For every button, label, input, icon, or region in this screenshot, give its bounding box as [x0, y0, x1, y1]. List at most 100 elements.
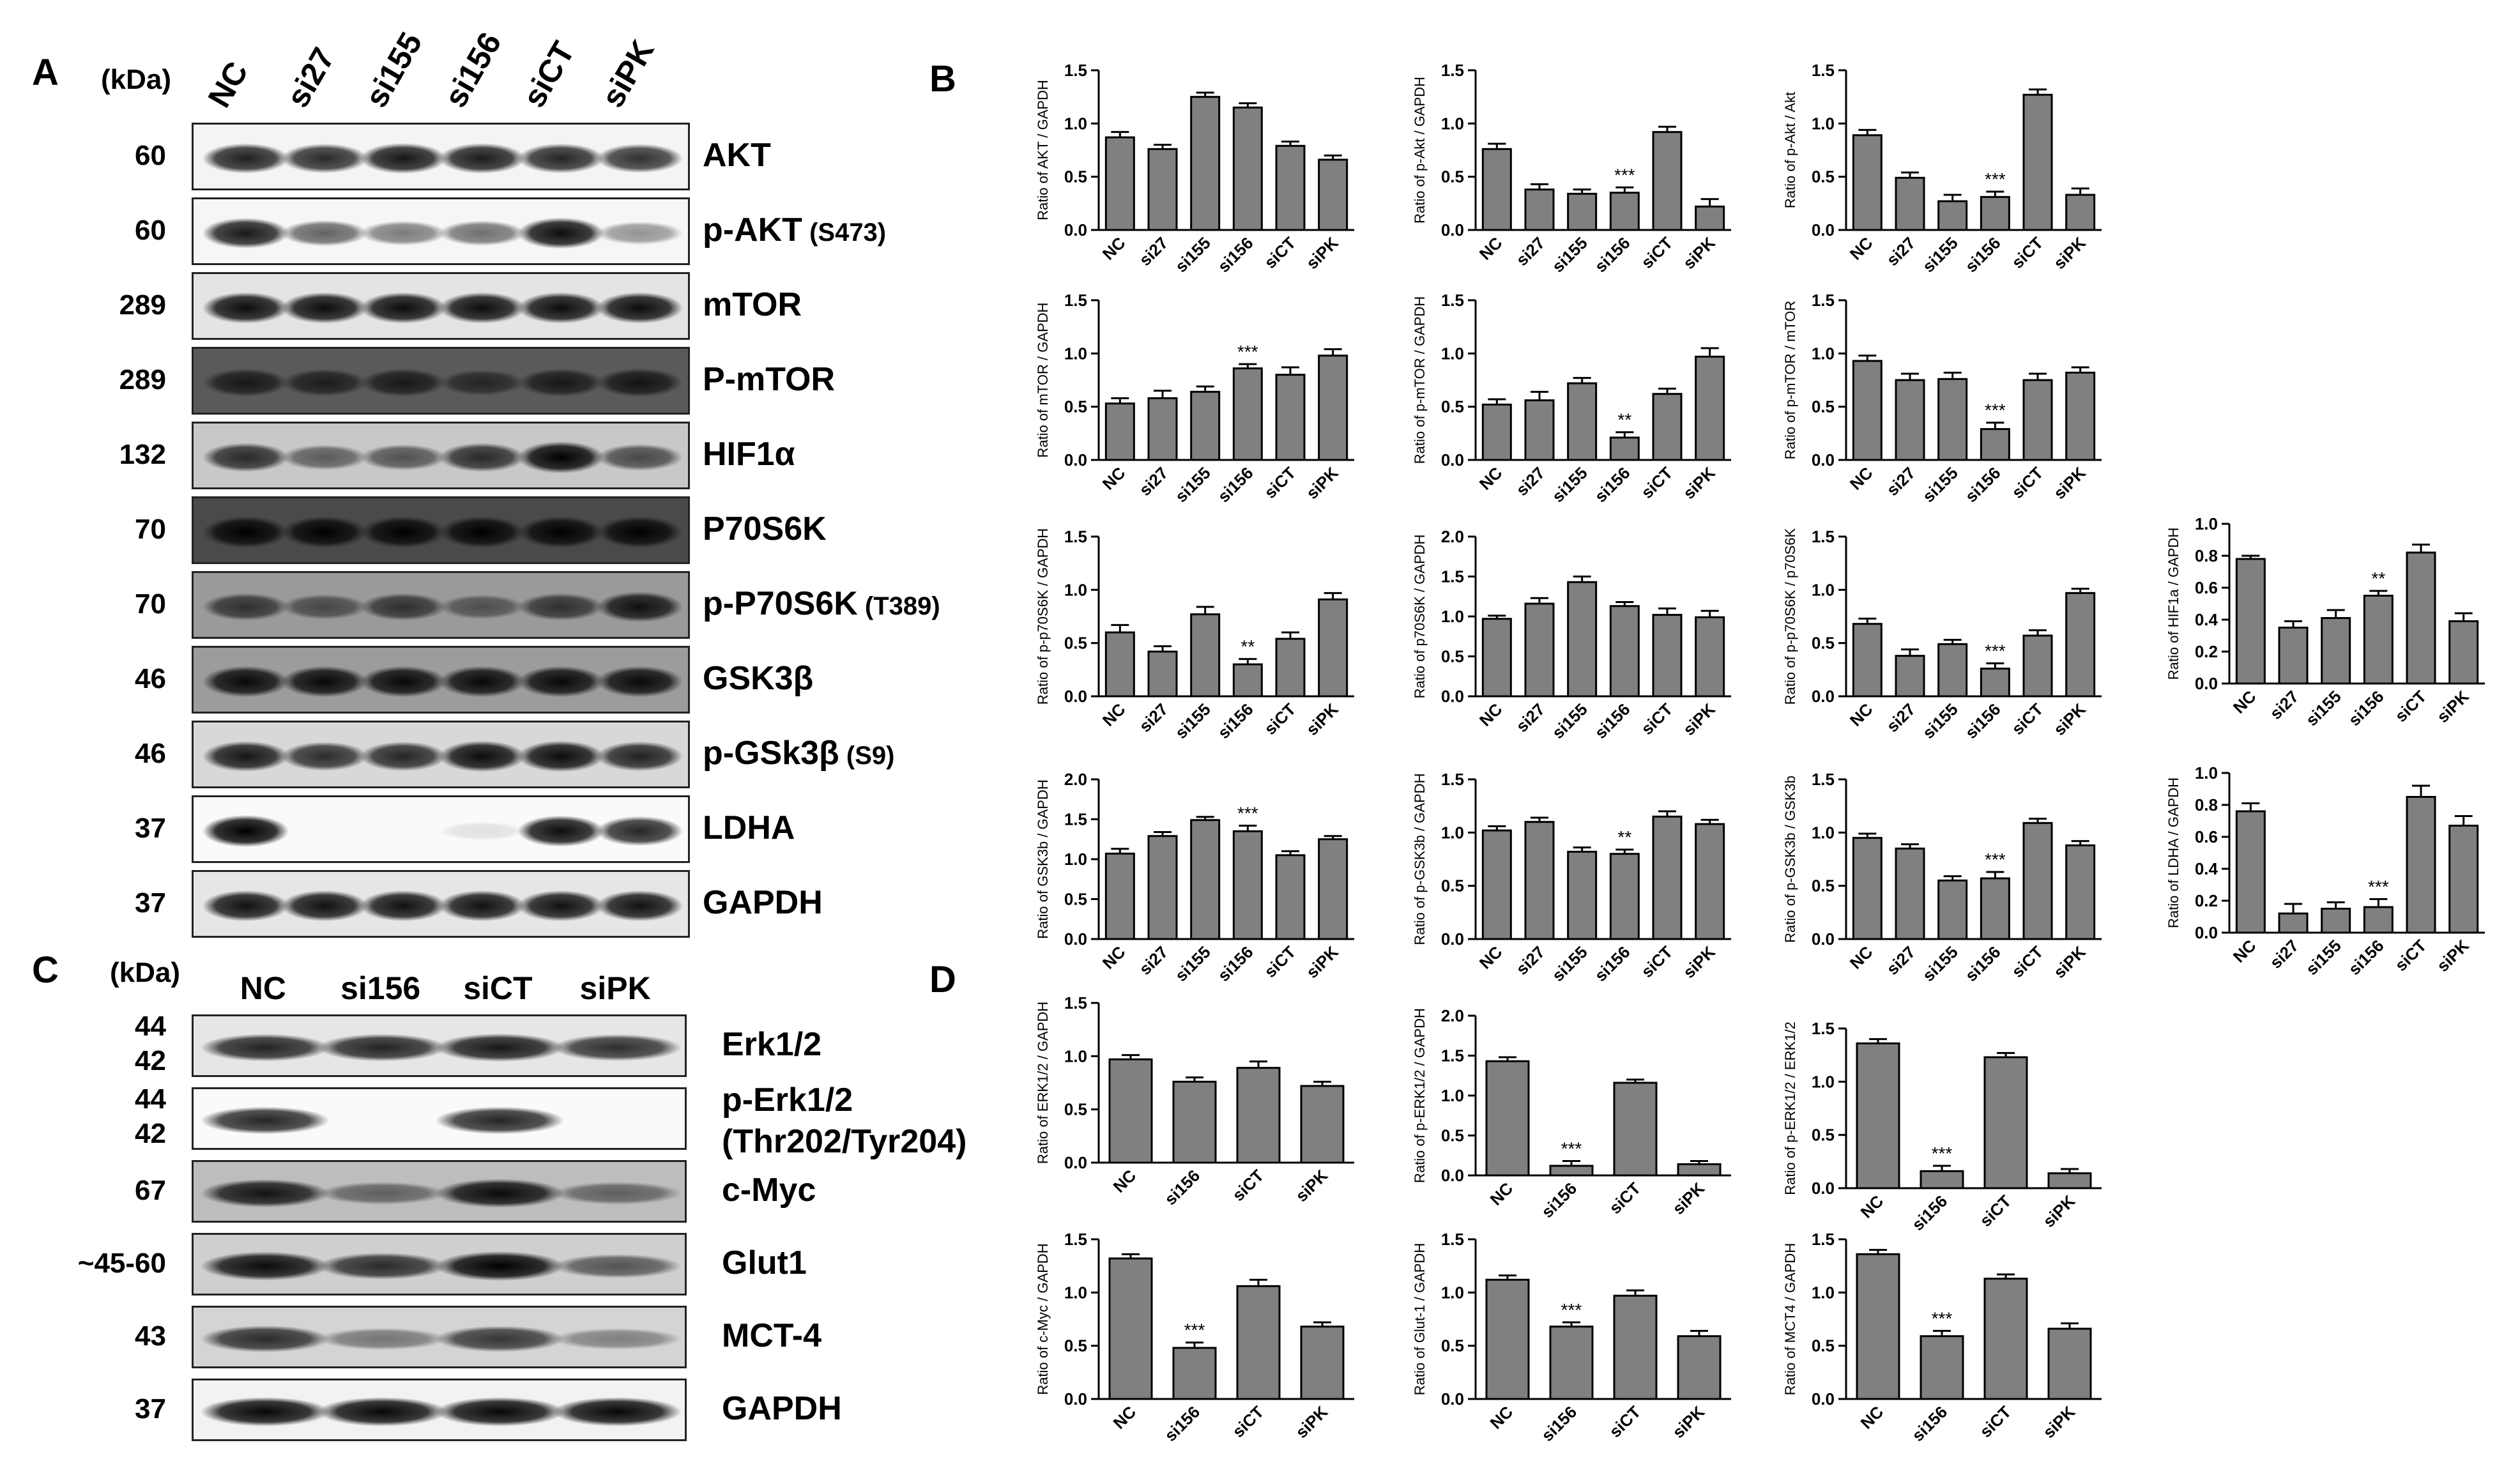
panel-letter-c: C	[32, 949, 59, 991]
error-bar	[2369, 590, 2388, 596]
x-tick-label: si156	[1961, 463, 2004, 506]
x-tick-label: NC	[1846, 463, 1877, 494]
x-tick-label: NC	[1856, 1402, 1887, 1433]
x-tick-label: si156	[2344, 936, 2387, 979]
x-tick-label: siCT	[2008, 699, 2047, 738]
error-bar	[1986, 871, 2005, 878]
bar	[1677, 1163, 1722, 1177]
x-tick-label: NC	[1476, 233, 1506, 264]
y-tick-label: 0.5	[1812, 397, 1835, 417]
protein-label: p-P70S6K (T389)	[703, 585, 940, 623]
error-bar	[1700, 198, 1719, 207]
y-tick-label: 0.5	[1064, 1100, 1087, 1119]
blot-band	[517, 292, 604, 324]
bar	[1980, 195, 2010, 231]
bar-chart-d2: Ratio of p-ERK1/2 / GAPDH 0.0 0.5 1.0 1.5 2.0…	[1412, 1006, 1731, 1221]
bar-chart-b8: Ratio of p70S6K / GAPDH 0.0 0.5 1.0 1.5 2.0 NC…	[1412, 527, 1731, 742]
y-tick-label: 0.0	[1441, 220, 1464, 240]
axes-line	[1474, 537, 1731, 698]
blot-band	[317, 1182, 447, 1205]
error-bar	[1249, 1060, 1267, 1068]
blot-strip	[192, 1087, 687, 1150]
x-tick-label: siCT	[1605, 1179, 1644, 1218]
y-tick-label: 1.5	[1064, 993, 1087, 1013]
y-tick-label: 0.8	[2195, 546, 2218, 565]
bar	[1108, 1257, 1153, 1400]
blot-band	[317, 1327, 447, 1350]
protein-name: p-Erk1/2	[722, 1081, 853, 1119]
significance-label: ***	[2368, 877, 2389, 897]
y-tick-label: 1.5	[1812, 770, 1835, 789]
bar	[1232, 663, 1263, 698]
x-tick-label: siCT	[1260, 233, 1299, 272]
significance-label: **	[1617, 410, 1631, 430]
x-tick-label: si27	[1135, 463, 1172, 500]
molecular-weight-label: 60	[135, 215, 166, 246]
significance-label: **	[1241, 637, 1255, 657]
y-tick-label: 0.8	[2195, 795, 2218, 814]
blot-band	[435, 1326, 565, 1352]
x-tick-label: NC	[1109, 1402, 1140, 1433]
y-tick-label: 0.0	[2195, 923, 2218, 942]
y-tick-label: 0.5	[1812, 1336, 1835, 1356]
x-tick-label: NC	[1099, 699, 1129, 730]
x-tick-label: si156	[1214, 463, 1256, 506]
y-tick-label: 0.0	[1812, 450, 1835, 470]
blot-band	[517, 815, 604, 847]
y-tick-label: 1.0	[1441, 1086, 1464, 1105]
x-tick-label: siCT	[1260, 463, 1299, 502]
bar	[1567, 581, 1598, 698]
error-bar	[1324, 348, 1342, 356]
bar-chart-b9: Ratio of p-p70S6K / p70S6K 0.0 0.5 1.0 1.5 NC…	[1782, 527, 2102, 742]
bar	[2047, 1327, 2092, 1400]
error-bar	[1531, 597, 1548, 604]
error-bar	[2454, 612, 2473, 622]
bar	[1232, 106, 1263, 231]
significance-label: ***	[1985, 401, 2006, 420]
x-tick-label: siCT	[2008, 463, 2047, 502]
y-axis-label: Ratio of p-Akt / GAPDH	[1412, 77, 1428, 224]
y-tick-label: 0.5	[1812, 167, 1835, 187]
blot-strip	[192, 870, 690, 938]
kda-label-c: (kDa)	[110, 957, 181, 988]
significance-label: ***	[1237, 804, 1258, 823]
molecular-weight-label: 289	[119, 289, 166, 321]
bar	[1236, 1067, 1281, 1164]
error-bar	[1562, 1321, 1580, 1327]
x-tick-label: si156	[1961, 942, 2004, 985]
x-tick-label: si155	[1919, 233, 1962, 276]
protein-name: HIF1α	[703, 436, 795, 473]
x-tick-label: siPK	[1679, 942, 1719, 982]
blot-band	[596, 144, 683, 173]
bar	[1937, 378, 1968, 461]
error-bar	[1690, 1329, 1708, 1336]
bar	[1318, 355, 1348, 461]
blot-band	[438, 443, 526, 472]
x-tick-label: siPK	[2050, 942, 2089, 982]
molecular-weight-label: 70	[135, 514, 166, 545]
x-tick-label: siCT	[1637, 233, 1676, 272]
bar	[1147, 397, 1178, 461]
bar	[1147, 650, 1178, 698]
blot-band	[360, 593, 447, 621]
x-tick-label: siPK	[1679, 699, 1719, 739]
bar	[2448, 620, 2479, 685]
protein-label: AKT	[703, 136, 771, 174]
blot-band	[438, 220, 526, 246]
significance-label: **	[2371, 569, 2385, 588]
x-tick-label: si27	[1512, 463, 1548, 500]
bar	[1318, 158, 1348, 231]
bar	[1937, 643, 1968, 698]
x-tick-label: si156	[1214, 233, 1256, 276]
bar	[1549, 1165, 1594, 1177]
x-tick-label: siCT	[1605, 1402, 1644, 1441]
blot-band	[202, 814, 289, 848]
x-tick-label: siPK	[2039, 1191, 2079, 1231]
bar	[1983, 1278, 2028, 1400]
bar	[1980, 428, 2010, 461]
protein-label: p-GSk3β (S9)	[703, 734, 894, 772]
bar	[2235, 810, 2266, 934]
bar	[1318, 838, 1348, 940]
blot-band	[281, 143, 368, 174]
significance-label: ***	[1932, 1308, 1953, 1328]
